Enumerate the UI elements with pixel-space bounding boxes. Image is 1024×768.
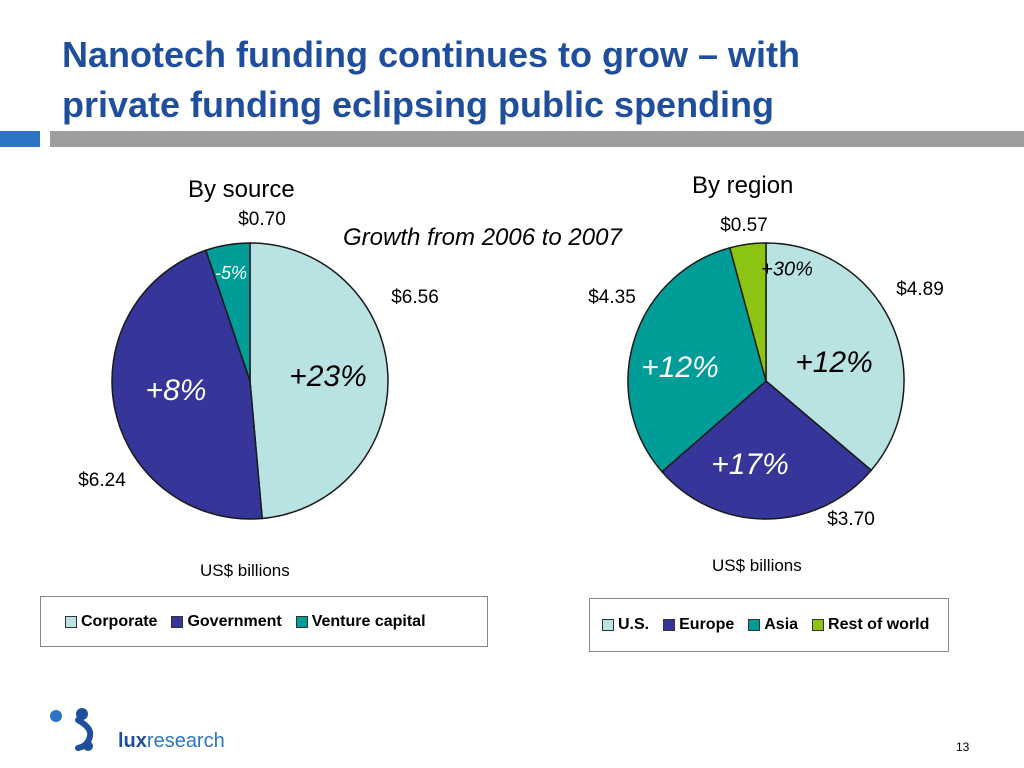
pie-slice-u-s xyxy=(765,242,905,472)
pie-by-source: $6.56 +23% $6.24 +8% $0.70 -5% xyxy=(78,209,439,520)
pie-slice-corporate xyxy=(249,242,389,520)
pie-slice-asia xyxy=(627,246,767,473)
logo-wordmark: luxresearch xyxy=(118,730,225,753)
title-underline-bar xyxy=(50,131,1024,147)
growth-label-corporate: +23% xyxy=(289,360,367,393)
legend-swatch-corporate xyxy=(65,615,77,628)
legend-item-asia: Asia xyxy=(748,616,798,634)
legend-by-region: U.S. Europe Asia Rest of world xyxy=(589,598,949,652)
value-label-asia: $4.35 xyxy=(588,287,636,308)
value-label-u-s: $4.89 xyxy=(896,279,944,300)
legend-label-asia: Asia xyxy=(764,616,799,633)
value-label-europe: $3.70 xyxy=(827,509,875,530)
logo-wordmark-bold: lux xyxy=(118,730,147,752)
value-label-government: $6.24 xyxy=(78,470,126,491)
page-number: 13 xyxy=(956,740,970,754)
pie-slice-venture-capital xyxy=(204,242,251,382)
legend-swatch-venture-capital xyxy=(295,615,308,628)
slide-title: Nanotech funding continues to grow – wit… xyxy=(62,30,982,130)
legend-swatch-rest-of-world xyxy=(812,619,825,631)
legend-label-government: Government xyxy=(187,612,282,630)
legend-label-rest-of-world: Rest of world xyxy=(828,616,930,633)
logo-wordmark-rest: research xyxy=(146,730,225,752)
legend-item-corporate: Corporate xyxy=(65,613,157,631)
pie-slice-government xyxy=(111,249,264,520)
value-label-venture-capital: $0.70 xyxy=(238,209,286,230)
growth-label-government: +8% xyxy=(146,374,207,407)
legend-item-venture-capital: Venture capital xyxy=(295,612,426,631)
legend-swatch-asia xyxy=(748,619,761,631)
legend-swatch-europe xyxy=(663,619,676,631)
slide-title-line-2: private funding eclipsing public spendin… xyxy=(62,84,775,125)
chart-title-by-region: By region xyxy=(692,172,794,199)
value-label-corporate: $6.56 xyxy=(391,287,439,308)
pie-slice-europe xyxy=(660,380,873,520)
units-label-region: US$ billions xyxy=(712,556,802,575)
pie-by-region: $4.89 +12% $3.70 +17% $4.35 +12% $0.57 +30% xyxy=(588,215,944,530)
growth-label-venture-capital: -5% xyxy=(215,263,247,283)
legend-label-corporate: Corporate xyxy=(81,612,158,630)
legend-label-venture-capital: Venture capital xyxy=(311,612,426,630)
growth-label-asia: +12% xyxy=(641,351,719,384)
chart-title-by-source: By source xyxy=(188,176,295,203)
legend-item-rest-of-world: Rest of world xyxy=(812,616,929,634)
pie-slice-rest-of-world xyxy=(728,242,767,382)
legend-swatch-u-s xyxy=(602,619,614,631)
legend-label-europe: Europe xyxy=(679,616,735,633)
slide-title-line-1: Nanotech funding continues to grow – wit… xyxy=(62,34,800,75)
luxresearch-logo xyxy=(50,708,94,751)
units-label-source: US$ billions xyxy=(200,561,290,580)
legend-item-u-s: U.S. xyxy=(602,616,649,634)
growth-label-rest-of-world: +30% xyxy=(761,258,813,280)
value-label-rest-of-world: $0.57 xyxy=(720,215,768,236)
growth-label-europe: +17% xyxy=(711,448,789,481)
growth-subtitle: Growth from 2006 to 2007 xyxy=(343,224,622,251)
legend-label-u-s: U.S. xyxy=(618,616,650,633)
legend-by-source: Corporate Government Venture capital xyxy=(40,596,488,647)
growth-label-u-s: +12% xyxy=(795,346,873,379)
title-underline-accent xyxy=(0,131,40,147)
legend-item-government: Government xyxy=(171,612,282,631)
legend-item-europe: Europe xyxy=(663,616,734,634)
legend-swatch-government xyxy=(171,615,184,628)
